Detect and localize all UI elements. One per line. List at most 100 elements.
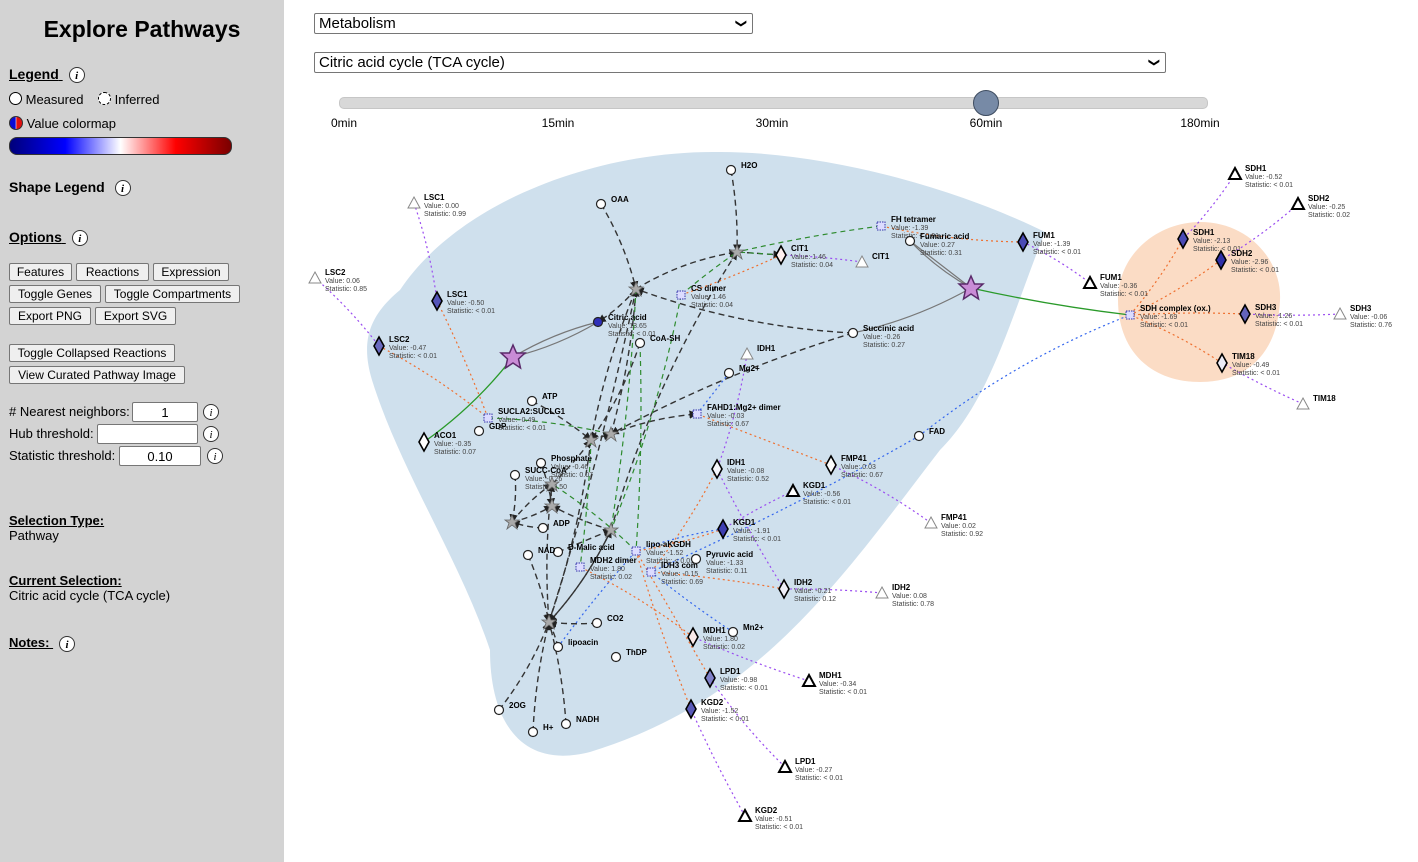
reaction-node-9[interactable] xyxy=(540,613,558,631)
hub-reaction-star-icon[interactable] xyxy=(957,274,985,301)
reaction-node-5[interactable] xyxy=(543,475,561,493)
inferred-node-lsc2[interactable] xyxy=(308,270,322,284)
options-label[interactable]: Options xyxy=(9,229,62,245)
shape-legend-heading[interactable]: Shape Legend i xyxy=(9,179,131,197)
metabolite-node-gdp[interactable] xyxy=(473,425,485,437)
complex-node-5[interactable] xyxy=(631,546,641,556)
timepoint-slider-track[interactable] xyxy=(339,97,1208,109)
reaction-node-8[interactable] xyxy=(602,521,620,539)
metabolite-node-phosphate[interactable] xyxy=(535,457,547,469)
expression-button[interactable]: Expression xyxy=(153,263,229,281)
nearest-neighbors-input[interactable] xyxy=(132,402,198,422)
metabolite-node-coa-sh[interactable] xyxy=(634,337,646,349)
timepoint-tick-2[interactable]: 30min xyxy=(755,116,789,130)
gene-node-fmp41[interactable] xyxy=(825,454,837,476)
inferred-node-fmp41[interactable] xyxy=(924,515,938,529)
compartment-mitochondrion[interactable] xyxy=(367,151,1045,756)
reactions-button[interactable]: Reactions xyxy=(76,263,149,281)
inferred-node-kgd2[interactable] xyxy=(737,807,753,822)
metabolite-node-fumaric-acid[interactable] xyxy=(904,235,916,247)
nearest-neighbors-info-icon[interactable]: i xyxy=(203,404,219,420)
timepoint-tick-0[interactable]: 0min xyxy=(330,116,358,130)
inferred-node-cit1[interactable] xyxy=(855,254,869,268)
inferred-node-lsc1[interactable] xyxy=(407,195,421,209)
inferred-node-idh1[interactable] xyxy=(740,346,754,360)
gene-node-mdh1[interactable] xyxy=(687,626,699,648)
timepoint-tick-3[interactable]: 60min xyxy=(969,116,1003,130)
options-heading[interactable]: Options i xyxy=(9,229,88,247)
toggle-collapsed-reactions-button[interactable]: Toggle Collapsed Reactions xyxy=(9,344,175,362)
inferred-node-sdh1[interactable] xyxy=(1227,165,1243,180)
timepoint-tick-1[interactable]: 15min xyxy=(541,116,575,130)
metabolite-node-adp[interactable] xyxy=(537,522,549,534)
metabolite-node-2og[interactable] xyxy=(493,704,505,716)
inferred-node-sdh2[interactable] xyxy=(1290,195,1306,210)
metabolite-node-h2o[interactable] xyxy=(725,164,737,176)
metabolite-node-mg2-[interactable] xyxy=(723,367,735,379)
legend-heading[interactable]: Legend i xyxy=(9,66,85,84)
metabolite-node-thdp[interactable] xyxy=(610,651,622,663)
inferred-node-idh2[interactable] xyxy=(875,585,889,599)
gene-node-sdh3[interactable] xyxy=(1239,303,1251,325)
metabolite-node-oaa[interactable] xyxy=(595,198,607,210)
metabolite-node-citric-acid[interactable] xyxy=(592,316,604,328)
compartment-membrane[interactable] xyxy=(1118,222,1281,382)
gene-node-sdh2[interactable] xyxy=(1215,249,1227,271)
complex-node-1[interactable] xyxy=(676,290,686,300)
complex-node-3[interactable] xyxy=(692,409,702,419)
gene-node-fum1[interactable] xyxy=(1017,231,1029,253)
notes-heading[interactable]: Notes: i xyxy=(9,635,76,652)
metabolite-node-succ-coa[interactable] xyxy=(509,469,521,481)
export-svg-button[interactable]: Export SVG xyxy=(95,307,176,325)
inferred-node-fum1[interactable] xyxy=(1082,274,1098,289)
inferred-node-sdh3[interactable] xyxy=(1333,306,1347,320)
pathway-select[interactable]: Citric acid cycle (TCA cycle) ❯ xyxy=(314,52,1166,73)
metabolite-node-h-[interactable] xyxy=(527,726,539,738)
notes-info-icon[interactable]: i xyxy=(59,635,76,652)
category-select[interactable]: Metabolism ❯ xyxy=(314,13,753,34)
complex-node-6[interactable] xyxy=(575,562,585,572)
toggle-genes-button[interactable]: Toggle Genes xyxy=(9,285,101,303)
inferred-node-tim18[interactable] xyxy=(1296,396,1310,410)
complex-node-2[interactable] xyxy=(1125,310,1135,320)
gene-node-aco1[interactable] xyxy=(418,431,430,453)
inferred-node-lpd1[interactable] xyxy=(777,758,793,773)
complex-node-0[interactable] xyxy=(876,221,886,231)
statistic-threshold-info-icon[interactable]: i xyxy=(207,448,223,464)
complex-node-7[interactable] xyxy=(646,567,656,577)
gene-node-lpd1[interactable] xyxy=(704,667,716,689)
metabolite-node-nad[interactable] xyxy=(522,549,534,561)
features-button[interactable]: Features xyxy=(9,263,72,281)
metabolite-node-d-malic-acid[interactable] xyxy=(552,546,564,558)
reaction-node-6[interactable] xyxy=(543,497,561,515)
metabolite-node-lipoacin[interactable] xyxy=(552,641,564,653)
legend-info-icon[interactable]: i xyxy=(68,67,85,84)
hub-threshold-input[interactable] xyxy=(97,424,198,444)
gene-node-kgd1[interactable] xyxy=(717,518,729,540)
hub-threshold-info-icon[interactable]: i xyxy=(203,426,219,442)
metabolite-node-atp[interactable] xyxy=(526,395,538,407)
reaction-node-1[interactable] xyxy=(728,243,746,261)
metabolite-node-co2[interactable] xyxy=(591,617,603,629)
metabolite-node-pyruvic-acid[interactable] xyxy=(690,553,702,565)
reaction-node-7[interactable] xyxy=(503,513,521,531)
export-png-button[interactable]: Export PNG xyxy=(9,307,91,325)
gene-node-idh2[interactable] xyxy=(778,578,790,600)
reaction-node-2[interactable] xyxy=(627,280,645,298)
inferred-node-mdh1[interactable] xyxy=(801,672,817,687)
options-info-icon[interactable]: i xyxy=(71,230,88,247)
gene-node-cit1[interactable] xyxy=(775,244,787,266)
metabolite-node-mn2-[interactable] xyxy=(727,626,739,638)
gene-node-sdh1[interactable] xyxy=(1177,228,1189,250)
metabolite-node-succinic-acid[interactable] xyxy=(847,327,859,339)
shape-legend-info-icon[interactable]: i xyxy=(114,180,131,197)
legend-label[interactable]: Legend xyxy=(9,66,59,82)
gene-node-idh1[interactable] xyxy=(711,458,723,480)
statistic-threshold-input[interactable] xyxy=(119,446,201,466)
timepoint-tick-4[interactable]: 180min xyxy=(1180,116,1220,130)
gene-node-lsc2[interactable] xyxy=(373,335,385,357)
metabolite-node-nadh[interactable] xyxy=(560,718,572,730)
view-curated-pathway-button[interactable]: View Curated Pathway Image xyxy=(9,366,185,384)
inferred-node-kgd1[interactable] xyxy=(785,482,801,497)
